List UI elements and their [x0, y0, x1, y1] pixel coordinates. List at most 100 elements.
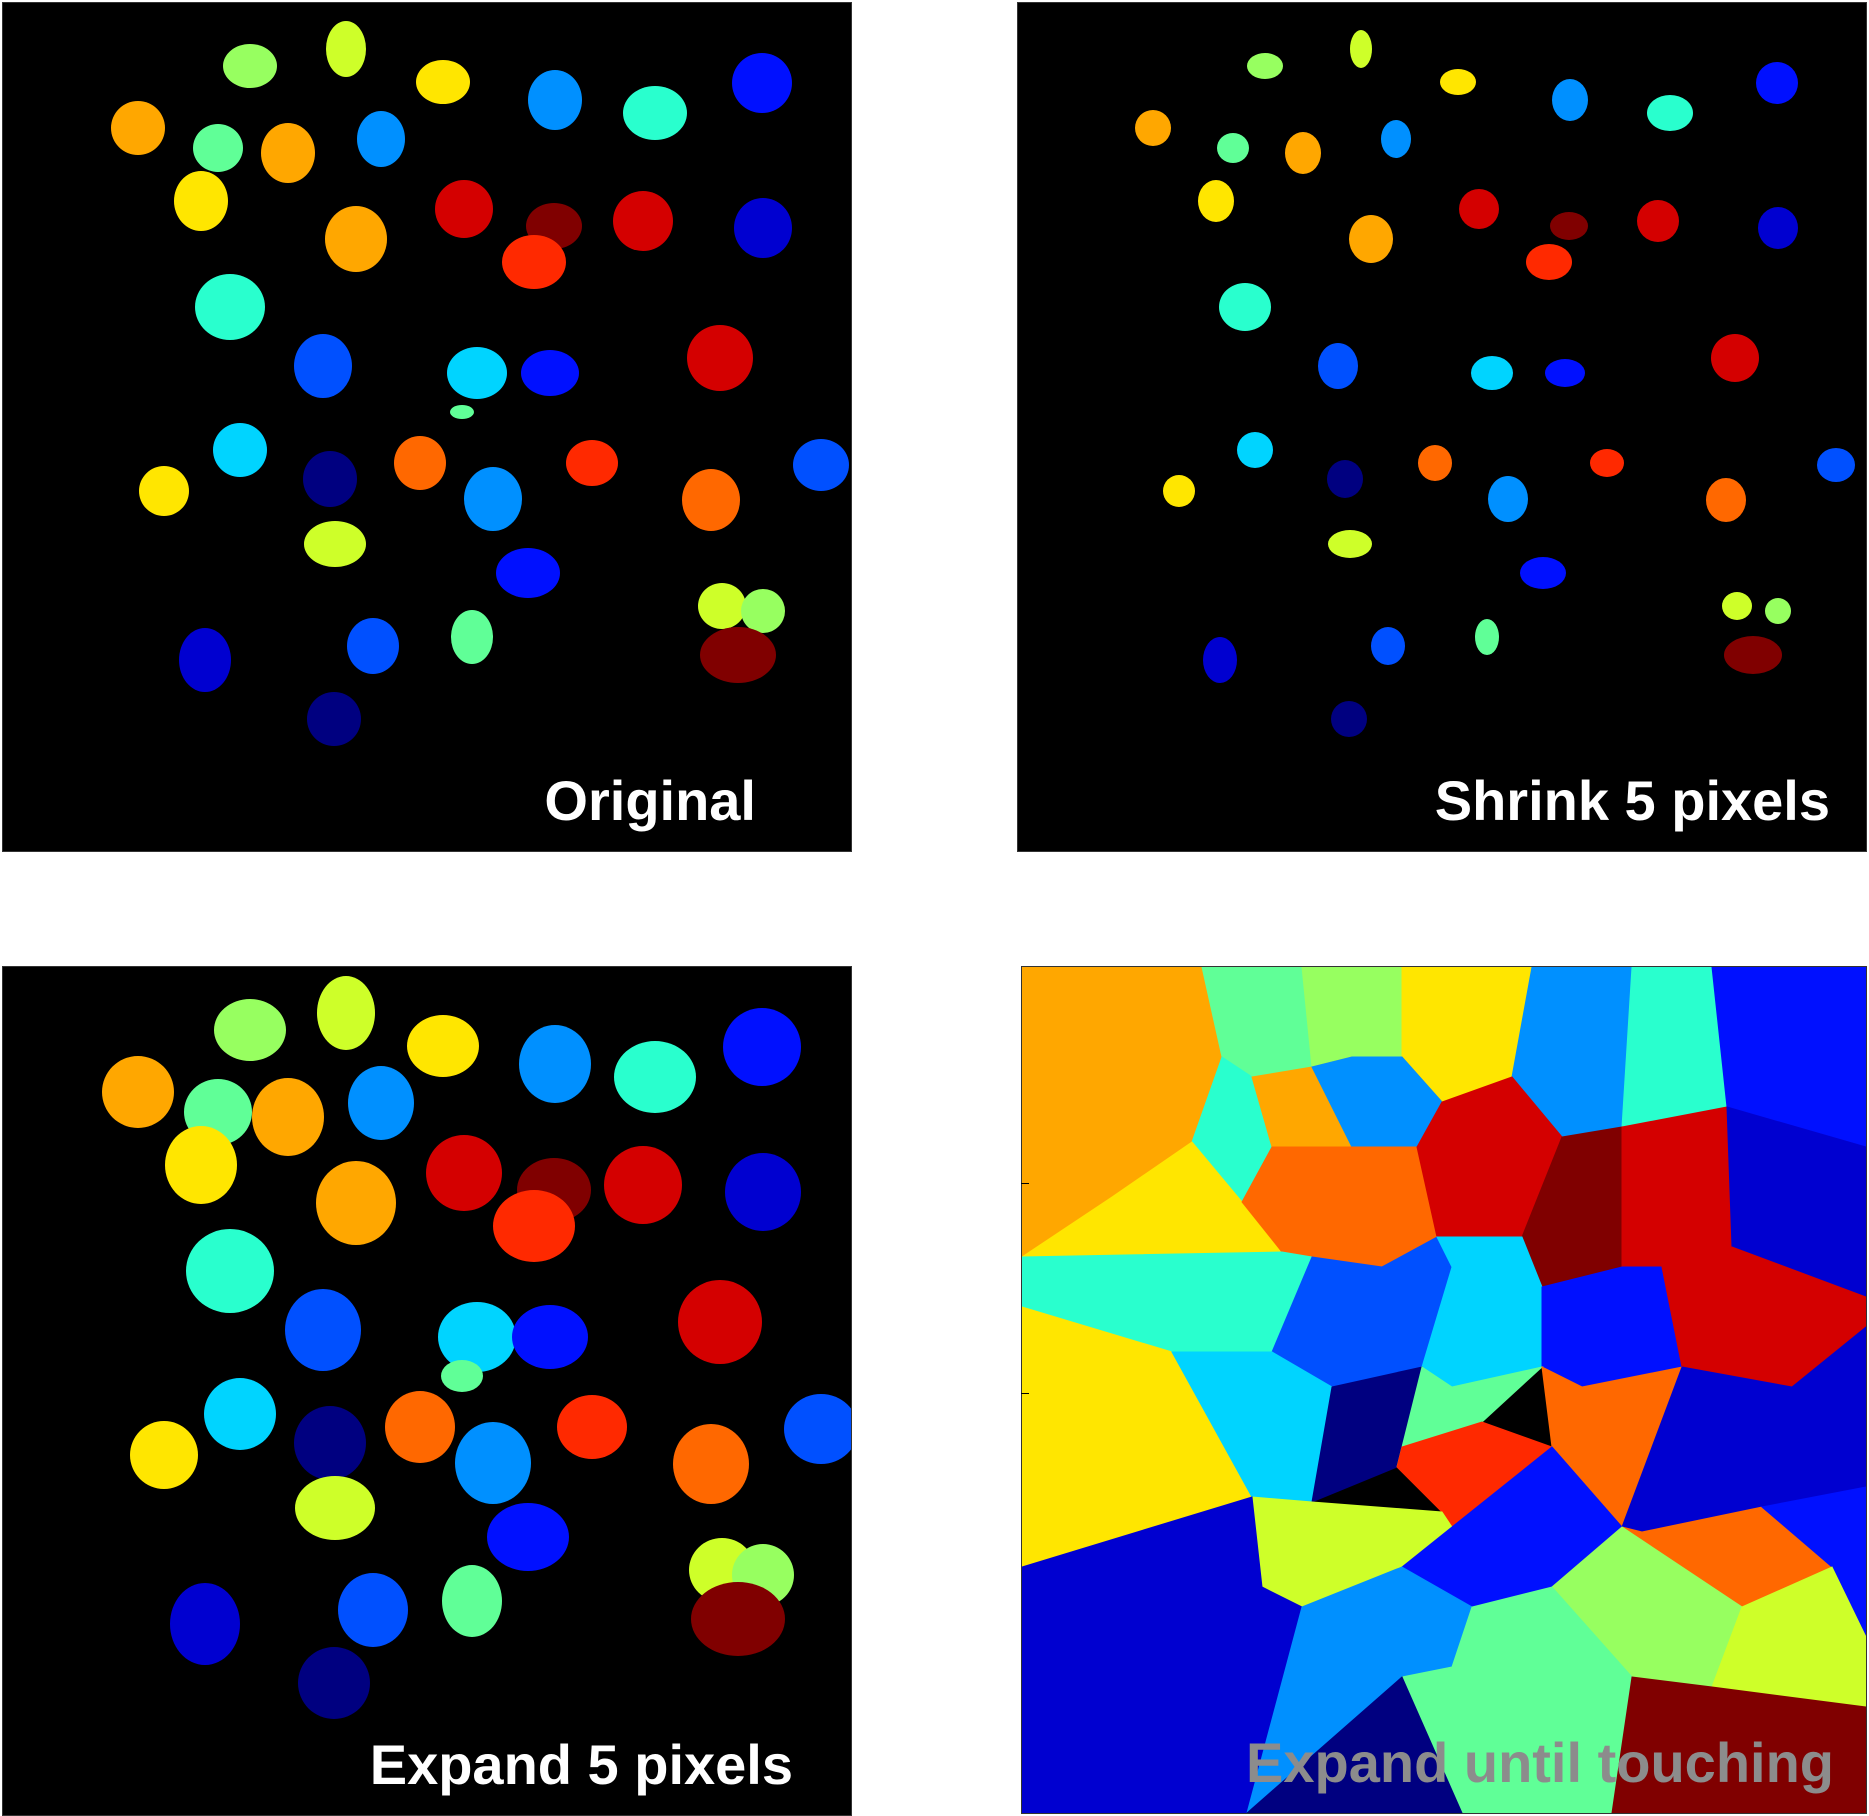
touching-image: [1022, 967, 1866, 1813]
nucleus: [174, 171, 228, 231]
nucleus: [732, 53, 792, 113]
nucleus: [682, 469, 740, 531]
nucleus: [139, 466, 189, 516]
nucleus: [1765, 598, 1791, 624]
nucleus: [1459, 189, 1499, 229]
caption-expand: Expand 5 pixels: [369, 1733, 793, 1796]
expand-image: [102, 976, 851, 1719]
nucleus: [1381, 120, 1411, 158]
nucleus: [451, 610, 493, 664]
nucleus: [734, 198, 792, 258]
nucleus: [357, 111, 405, 167]
nucleus: [1285, 132, 1321, 174]
panel-touching: Expand until touching: [1021, 966, 1867, 1814]
expanded-region: [1301, 967, 1403, 1068]
nucleus: [416, 60, 470, 104]
nucleus: [741, 589, 785, 633]
nucleus: [130, 1421, 198, 1489]
nucleus: [1706, 478, 1746, 522]
nucleus: [170, 1583, 240, 1665]
nucleus: [678, 1280, 762, 1364]
nucleus: [102, 1056, 174, 1128]
nucleus: [193, 124, 243, 172]
nucleus: [1247, 53, 1283, 79]
nucleus: [455, 1422, 531, 1504]
nucleus: [294, 1406, 366, 1480]
nucleus: [204, 1378, 276, 1450]
nucleus: [1219, 283, 1271, 331]
nucleus: [691, 1582, 785, 1656]
nucleus: [1711, 334, 1759, 382]
nucleus: [1349, 215, 1393, 263]
nucleus: [1331, 701, 1367, 737]
nucleus: [111, 101, 165, 155]
nucleus: [1590, 449, 1624, 477]
nucleus: [725, 1153, 801, 1231]
nucleus: [338, 1573, 408, 1647]
nucleus: [1475, 619, 1499, 655]
nucleus: [521, 350, 579, 396]
nucleus: [1135, 110, 1171, 146]
nucleus: [303, 451, 357, 507]
caption-original: Original: [544, 769, 756, 832]
nucleus: [487, 1503, 569, 1571]
nucleus: [700, 627, 776, 683]
nucleus: [261, 123, 315, 183]
nucleus: [793, 439, 849, 491]
nucleus: [1328, 530, 1372, 558]
nucleus: [1198, 180, 1234, 222]
nucleus: [698, 583, 746, 629]
expanded-region: [1760, 1486, 1866, 1638]
nucleus: [326, 21, 366, 77]
nucleus: [502, 235, 566, 289]
caption-shrink: Shrink 5 pixels: [1434, 769, 1830, 832]
nucleus: [1163, 475, 1195, 507]
nucleus: [1526, 244, 1572, 280]
axis-tick: [1021, 1183, 1029, 1184]
nucleus: [298, 1647, 370, 1719]
nucleus: [1488, 476, 1528, 522]
panel-shrink: Shrink 5 pixels: [1017, 2, 1867, 852]
expanded-region: [1621, 967, 1728, 1128]
nucleus: [252, 1078, 324, 1156]
nucleus: [464, 467, 522, 531]
expanded-region: [1541, 1266, 1683, 1388]
nucleus: [426, 1135, 502, 1211]
nucleus: [723, 1008, 801, 1086]
expanded-region: [1621, 1106, 1733, 1268]
nucleus: [1371, 627, 1405, 665]
nucleus: [438, 1302, 516, 1372]
expanded-region: [1711, 967, 1866, 1148]
nucleus: [1722, 592, 1752, 620]
nucleus: [195, 274, 265, 340]
nucleus: [285, 1289, 361, 1371]
nucleus: [1327, 460, 1363, 498]
nucleus: [1756, 62, 1798, 104]
caption-touching: Expand until touching: [1246, 1731, 1834, 1794]
nucleus: [394, 436, 446, 490]
nucleus: [613, 191, 673, 251]
nucleus: [1418, 445, 1452, 481]
nucleus: [496, 548, 560, 598]
nucleus: [1520, 557, 1566, 589]
nucleus: [1758, 207, 1798, 249]
expanded-region: [1246, 1676, 1463, 1813]
nucleus: [348, 1066, 414, 1140]
expanded-region: [1401, 1586, 1633, 1813]
nucleus: [317, 976, 375, 1050]
nucleus: [447, 347, 507, 399]
nucleus: [528, 70, 582, 130]
nucleus: [316, 1161, 396, 1245]
expanded-region: [1726, 1106, 1866, 1298]
panel-expand: Expand 5 pixels: [2, 966, 852, 1816]
nucleus: [1550, 212, 1588, 240]
axis-tick: [1021, 1393, 1029, 1394]
nucleus: [165, 1126, 237, 1204]
expanded-region: [1711, 1566, 1866, 1708]
nucleus: [213, 423, 267, 477]
nucleus: [614, 1041, 696, 1113]
expanded-region: [1611, 1676, 1866, 1813]
nucleus: [407, 1015, 479, 1077]
nucleus: [623, 86, 687, 140]
nucleus: [1471, 356, 1513, 390]
